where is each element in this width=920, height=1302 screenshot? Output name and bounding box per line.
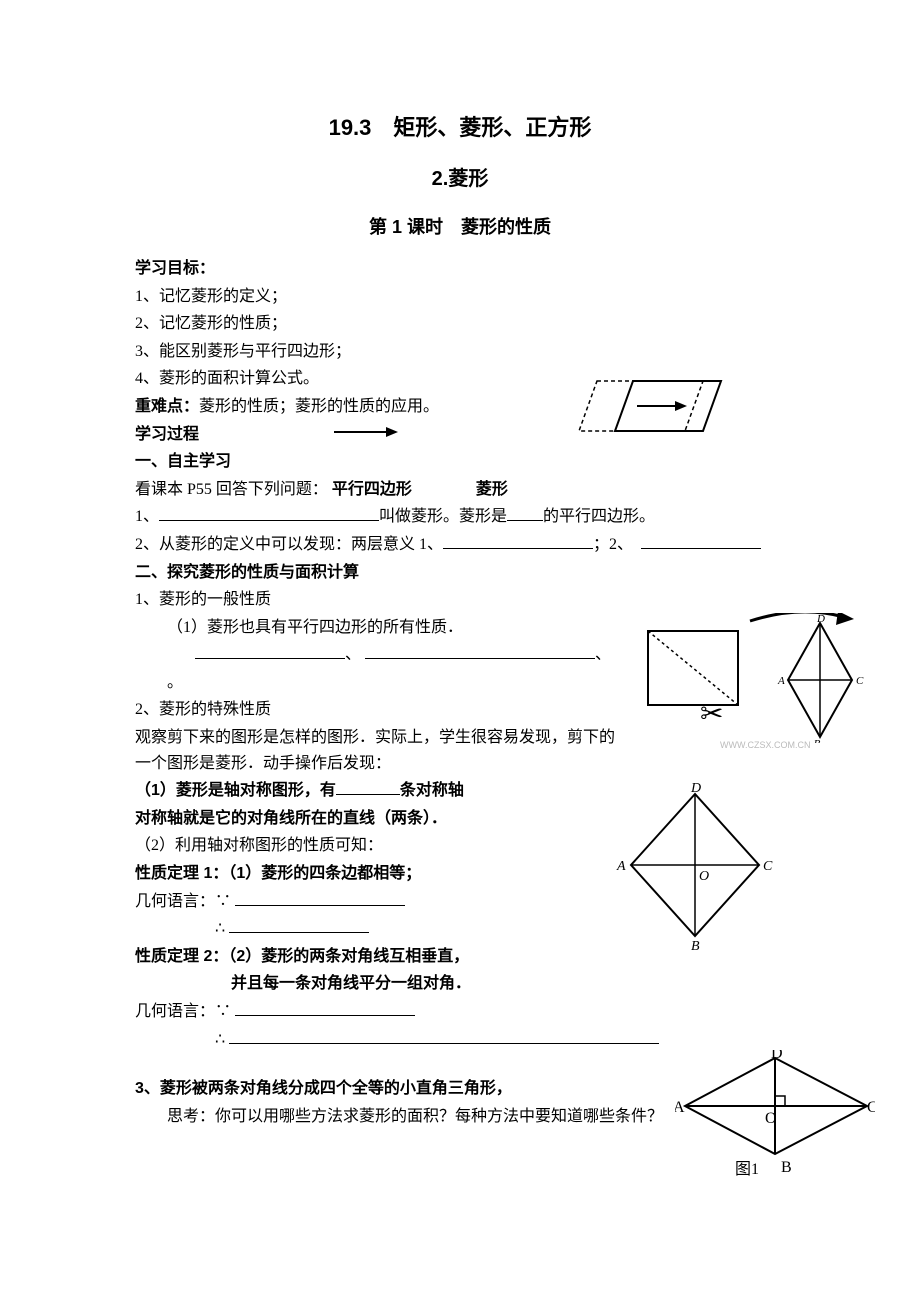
- r1-d: D: [690, 781, 701, 796]
- blank-geo2a: [235, 1000, 415, 1016]
- s1-q2-b: ；2、: [593, 536, 633, 553]
- blank-geo1a: [235, 890, 405, 906]
- s2-p1: 1、菱形的一般性质: [135, 587, 785, 613]
- s1-head: 一、自主学习: [135, 449, 785, 475]
- s1-q1-b: 叫做菱形。菱形是: [379, 508, 507, 525]
- r2-o: O: [765, 1110, 777, 1127]
- s1-q2: 2、从菱形的定义中可以发现：两层意义 1、 ；2、: [135, 532, 785, 558]
- watermark-text: WWW.CZSX.COM.CN: [720, 738, 811, 752]
- blank-meaning1: [443, 533, 593, 549]
- rhombus-fig1-figure: D A C B O 图1: [675, 1050, 875, 1180]
- keypoint-label: 重难点：: [135, 398, 199, 415]
- parallelogram-figure: [575, 377, 725, 435]
- sep2: 、: [595, 646, 611, 663]
- sep1: 、: [345, 646, 361, 663]
- blank-meaning2: [641, 533, 761, 549]
- s2-p3-think: 思考：你可以用哪些方法求菱形的面积？每种方法中要知道哪些条件？: [135, 1104, 675, 1130]
- s1-line1-b: 平行四边形: [332, 481, 412, 498]
- s2-p2-axis-b: 条对称轴: [400, 782, 464, 799]
- s1-line1-a: 看课本 P55 回答下列问题：: [135, 481, 328, 498]
- s1-q1: 1、 叫做菱形。菱形是 的平行四边形。: [135, 504, 785, 530]
- blank-prop2: [365, 643, 595, 659]
- scissor-rhombus-figure: ✂ D A C B: [640, 613, 890, 743]
- r1-a: A: [616, 859, 626, 874]
- label-b: B: [814, 738, 821, 743]
- arrow-icon: [330, 422, 400, 442]
- r2-d: D: [771, 1050, 783, 1062]
- r2-caption: 图1: [735, 1161, 759, 1178]
- s2-p2-text: 观察剪下来的图形是怎样的图形．实际上，学生很容易发现，剪下的一个图形是菱形．动手…: [135, 725, 625, 776]
- geo-therefore-1: ∴: [215, 920, 225, 937]
- blank-axis-count: [336, 779, 400, 795]
- title-main: 19.3 矩形、菱形、正方形: [135, 110, 785, 145]
- s2-head: 二、探究菱形的性质与面积计算: [135, 560, 785, 586]
- r2-b: B: [781, 1159, 792, 1176]
- goal-item-1: 1、记忆菱形的定义；: [135, 284, 785, 310]
- r2-c: C: [867, 1099, 875, 1116]
- s2-geo2-because: 几何语言：∵: [135, 999, 785, 1025]
- label-c: C: [856, 675, 864, 687]
- s1-q1-c: 的平行四边形。: [543, 508, 655, 525]
- rhombus-docb-figure: D A C B O: [605, 780, 785, 950]
- s2-thm2b: 并且每一条对角线平分一组对角．: [135, 971, 785, 997]
- r1-b: B: [691, 939, 700, 950]
- label-a: A: [777, 675, 785, 687]
- s2-p2-axis-a: （1）菱形是轴对称图形，有: [135, 782, 336, 799]
- s2-geo2-therefore: ∴: [135, 1027, 785, 1053]
- geo-therefore-2: ∴: [215, 1031, 225, 1048]
- scissors-icon: ✂: [700, 699, 723, 730]
- r1-o: O: [699, 869, 709, 884]
- r2-a: A: [675, 1099, 685, 1116]
- blank-geo2b: [229, 1028, 659, 1044]
- r1-c: C: [763, 859, 773, 874]
- goals-heading: 学习目标：: [135, 256, 785, 282]
- blank-geo1b: [229, 917, 369, 933]
- s1-line1-c: 菱形: [476, 481, 508, 498]
- geo-because-1: 几何语言：∵: [135, 893, 231, 910]
- title-sub: 2.菱形: [135, 163, 785, 195]
- blank-prop1: [195, 643, 345, 659]
- goal-item-3: 3、能区别菱形与平行四边形；: [135, 339, 785, 365]
- s1-q2-a: 2、从菱形的定义中可以发现：两层意义 1、: [135, 536, 443, 553]
- goal-item-2: 2、记忆菱形的性质；: [135, 311, 785, 337]
- keypoint-text: 菱形的性质；菱形的性质的应用。: [199, 398, 439, 415]
- label-d: D: [816, 613, 825, 625]
- geo-because-2: 几何语言：∵: [135, 1003, 231, 1020]
- s1-q1-a: 1、: [135, 508, 159, 525]
- title-lesson: 第 1 课时 菱形的性质: [135, 213, 785, 242]
- blank-type: [507, 505, 543, 521]
- blank-definition: [159, 505, 379, 521]
- s1-line1: 看课本 P55 回答下列问题： 平行四边形 菱形: [135, 477, 785, 503]
